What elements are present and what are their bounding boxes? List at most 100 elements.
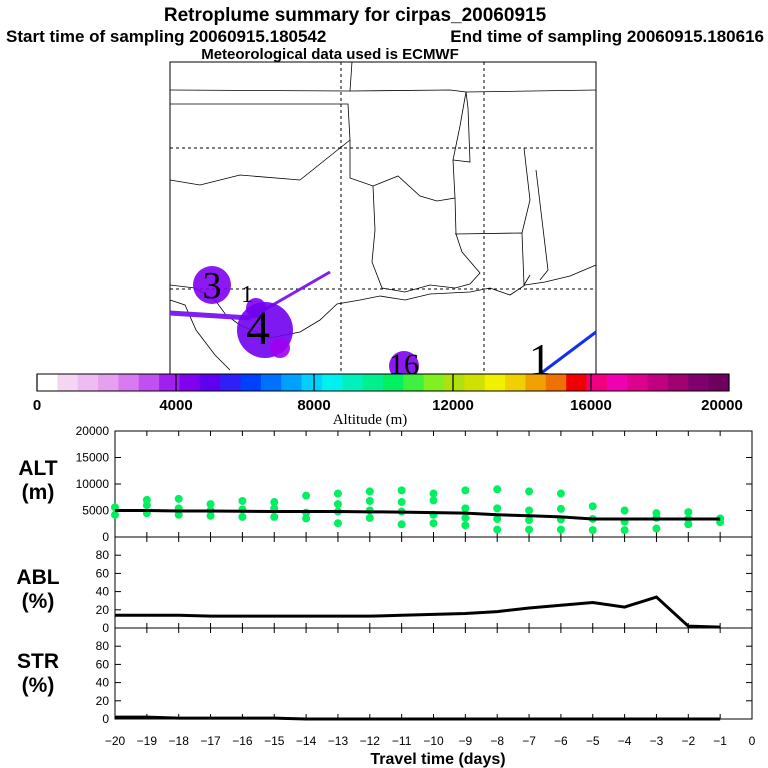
colorbar-label: Altitude (m): [333, 412, 408, 428]
x-tick-label: −5: [586, 734, 600, 748]
x-tick-label: −4: [618, 734, 632, 748]
altitude-point: [461, 513, 470, 522]
altitude-point: [238, 496, 247, 505]
altitude-point: [652, 509, 661, 518]
y-tick-label: 40: [96, 585, 110, 599]
altitude-point: [142, 495, 151, 504]
colorbar-swatch: [647, 374, 669, 391]
colorbar-swatch: [138, 374, 160, 391]
altitude-point: [493, 514, 502, 523]
colorbar-tick-label: 0: [33, 397, 41, 414]
altitude-point: [493, 504, 502, 513]
y-tick-label: 0: [102, 621, 109, 635]
colorbar-swatch: [688, 374, 710, 391]
altitude-point: [429, 519, 438, 528]
y-tick-label: 15000: [76, 451, 110, 465]
altitude-point: [365, 496, 374, 505]
plume-label: 4: [246, 302, 270, 355]
y-tick-label: 60: [96, 566, 110, 580]
x-tick-label: −8: [490, 734, 504, 748]
y-tick-label: 80: [96, 548, 110, 562]
colorbar-swatch: [545, 374, 567, 391]
x-tick-label: −3: [650, 734, 664, 748]
y-tick-label: 40: [96, 676, 110, 690]
altitude-point: [174, 510, 183, 519]
colorbar-swatch: [464, 374, 486, 391]
x-tick-label: −17: [200, 734, 221, 748]
altitude-point: [525, 487, 534, 496]
altitude-point: [302, 514, 311, 523]
y-tick-label: 20: [96, 603, 110, 617]
altitude-point: [206, 500, 215, 509]
colorbar-swatch: [403, 374, 425, 391]
colorbar-swatch: [484, 374, 506, 391]
panel-frame: [114, 627, 753, 720]
x-tick-label: −2: [681, 734, 695, 748]
altitude-point: [620, 526, 629, 535]
altitude-colorbar: [36, 373, 730, 392]
colorbar-tick-label: 16000: [570, 397, 612, 414]
altitude-point: [429, 496, 438, 505]
series-line: [115, 595, 721, 629]
altitude-point: [174, 494, 183, 503]
abl-panel-label: ABL (%): [16, 566, 59, 613]
altitude-point: [525, 516, 534, 525]
x-tick-label: −13: [328, 734, 349, 748]
x-tick-label: −10: [423, 734, 444, 748]
x-tick-label: −20: [105, 734, 126, 748]
x-tick-label: −14: [296, 734, 317, 748]
colorbar-swatch: [708, 374, 730, 391]
altitude-point: [397, 520, 406, 529]
x-tick-label: −18: [169, 734, 190, 748]
altitude-point: [493, 485, 502, 494]
map-graticule: [170, 62, 596, 374]
x-tick-label: −6: [554, 734, 568, 748]
altitude-point: [461, 486, 470, 495]
plume-label: 1: [241, 282, 253, 308]
altitude-point: [525, 525, 534, 534]
map-panel: 3 4 1 16 1: [169, 61, 597, 384]
altitude-point: [302, 491, 311, 500]
colorbar-swatch: [159, 374, 180, 391]
plume-label: 1: [529, 335, 551, 384]
altitude-point: [238, 512, 247, 521]
x-tick-label: −1: [713, 734, 727, 748]
altitude-point: [397, 498, 406, 507]
plume-label: 3: [203, 265, 222, 307]
x-tick-label: −7: [522, 734, 536, 748]
altitude-point: [461, 504, 470, 513]
altitude-point: [365, 487, 374, 496]
met-data-note: Meteorological data used is ECMWF: [201, 46, 459, 63]
colorbar-swatch: [423, 374, 445, 391]
x-axis-label: Travel time (days): [370, 751, 505, 768]
colorbar-swatch: [586, 374, 608, 391]
colorbar-swatch: [342, 374, 364, 391]
time-series-panels: 0 5000 10000 15000 20000 0 20 40 60 80 0 20 40 60 80 −2…: [76, 424, 756, 748]
series-line: [115, 715, 721, 721]
y-tick-label: 5000: [82, 504, 109, 518]
colorbar-swatch: [606, 374, 628, 391]
x-tick-label: 0: [749, 734, 756, 748]
colorbar-swatch: [118, 374, 140, 391]
altitude-point: [333, 519, 342, 528]
colorbar-swatch: [383, 374, 404, 391]
y-tick-label: 20000: [76, 424, 110, 438]
altitude-point: [461, 521, 470, 530]
colorbar-tick-label: 4000: [159, 397, 192, 414]
colorbar-swatch: [321, 374, 343, 391]
altitude-point: [652, 524, 661, 533]
altitude-point: [111, 510, 119, 519]
altitude-point: [620, 506, 629, 515]
colorbar-swatch: [220, 374, 242, 391]
str-panel-label: STR (%): [17, 650, 59, 697]
x-tick-label: −11: [392, 734, 412, 748]
plume-path-west: [169, 310, 251, 321]
altitude-point: [333, 500, 342, 509]
colorbar-swatch: [77, 374, 99, 391]
altitude-point: [333, 489, 342, 498]
x-tick-label: −19: [137, 734, 158, 748]
colorbar-swatch: [667, 374, 689, 391]
start-time: Start time of sampling 20060915.180542: [6, 27, 326, 46]
altitude-point: [556, 489, 565, 498]
altitude-point: [588, 502, 597, 511]
